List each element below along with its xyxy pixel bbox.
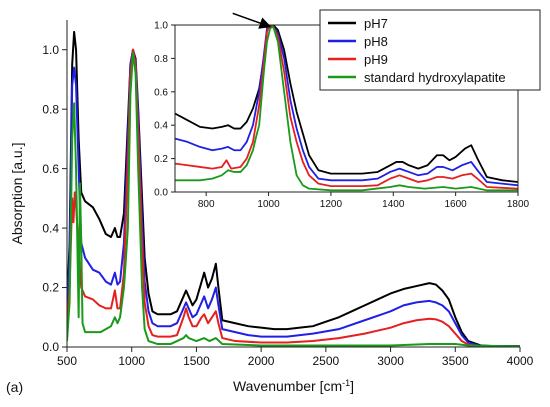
inset-y-tick-label: 0.0 [154,188,168,199]
inset-x-tick-label: 1000 [257,199,280,210]
main-series-ph7 [67,30,520,347]
main-y-tick-label: 0.4 [42,221,59,235]
x-axis-title: Wavenumber [cm-1] [233,378,354,394]
main-series-standard-hydroxylapatite [67,51,520,347]
main-y-tick-label: 0.0 [42,340,59,354]
legend-frame [319,9,541,91]
main-x-tick-label: 3500 [442,354,469,368]
main-x-tick-label: 3000 [377,354,404,368]
inset-series-ph9 [175,25,518,190]
main-y-tick-label: 0.8 [42,102,59,116]
inset-y-tick-label: 0.6 [154,87,168,98]
inset-series-group [175,25,518,192]
inset-y-tick-label: 0.8 [154,54,168,65]
x-axis-title-superscript: -1 [342,378,350,388]
main-y-tick-label: 0.2 [42,281,59,295]
inset-x-tick-label: 1800 [507,199,530,210]
inset-y-tick-label: 0.4 [154,121,168,132]
inset-series-ph7 [175,25,518,183]
peak-arrow [232,12,272,29]
legend-label: standard hydroxylapatite [364,70,506,85]
legend-label: pH8 [364,34,388,49]
y-axis-title: Absorption [a.u.] [9,143,25,245]
main-y-tick-label: 0.6 [42,162,59,176]
legend: pH7 pH8 pH9 standard hydroxylapatite [319,9,541,91]
main-x-tick-label: 1500 [183,354,210,368]
main-x-tick-label: 4000 [507,354,534,368]
main-series-ph8 [67,48,520,347]
x-axis-title-suffix: ] [350,378,354,394]
main-x-tick-label: 500 [57,354,77,368]
legend-label: pH9 [364,52,388,67]
main-x-tick-label: 2500 [313,354,340,368]
inset-series-standard-hydroxylapatite [175,25,518,192]
main-x-tick-label: 2000 [248,354,275,368]
main-x-tick-label: 1000 [118,354,145,368]
inset-x-tick-label: 1200 [320,199,343,210]
main-y-tick-label: 1.0 [42,43,59,57]
legend-label: pH7 [364,16,388,31]
inset-y-tick-label: 1.0 [154,21,168,32]
x-axis-title-text: Wavenumber [cm [233,378,342,394]
main-series-ph9 [67,48,520,347]
inset-series-ph8 [175,25,518,187]
main-series-group [67,30,520,347]
inset-x-tick-label: 800 [198,199,215,210]
main-plot-panel: 500 1000 1500 2000 2500 3000 3500 4000 0.0 0.2 0.4… [9,20,534,394]
inset-x-tick-label: 1400 [382,199,405,210]
inset-x-tick-label: 1600 [445,199,468,210]
panel-label: (a) [6,379,23,395]
inset-y-tick-label: 0.2 [154,154,168,165]
